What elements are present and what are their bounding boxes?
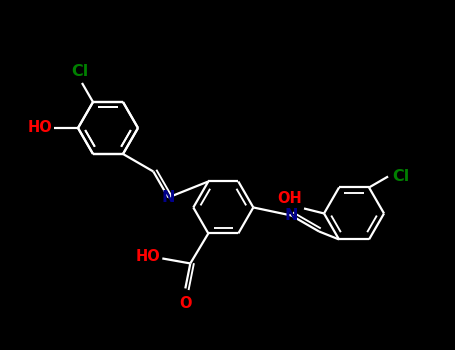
Text: HO: HO <box>27 120 52 135</box>
Text: O: O <box>179 296 192 312</box>
Text: N: N <box>162 190 175 205</box>
Text: HO: HO <box>136 249 160 264</box>
Text: Cl: Cl <box>392 169 410 184</box>
Text: N: N <box>284 208 298 223</box>
Text: Cl: Cl <box>71 64 89 79</box>
Text: OH: OH <box>277 191 302 206</box>
